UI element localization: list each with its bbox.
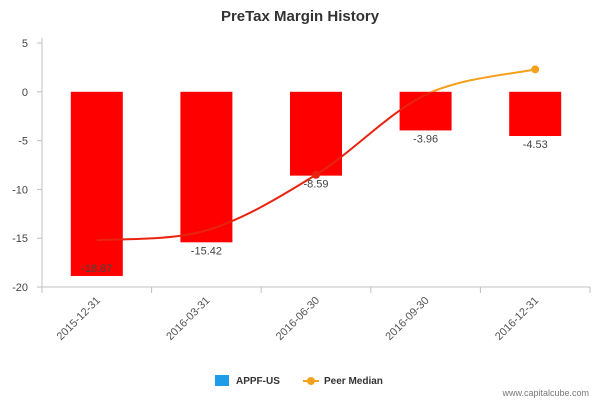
legend-dot-icon: [307, 377, 315, 385]
x-tick-label: 2016-03-31: [164, 295, 212, 343]
data-labels: -18.87 -15.42 -8.59 -3.96 -4.53: [81, 133, 548, 275]
legend-label: Peer Median: [324, 376, 383, 387]
data-label: -3.96: [413, 133, 438, 145]
legend-label: APPF-US: [236, 376, 280, 387]
y-tick-label: -20: [12, 282, 28, 294]
chart-title: PreTax Margin History: [221, 8, 380, 25]
x-tick-label: 2016-09-30: [383, 295, 431, 343]
peer-median-line-above-zero: [429, 68, 536, 92]
y-tick-label: 0: [22, 87, 28, 99]
bar-series: [70, 91, 562, 276]
bar[interactable]: [509, 91, 562, 137]
y-tick-label: -10: [12, 184, 28, 196]
legend-item-peer-median[interactable]: Peer Median: [303, 376, 383, 387]
peer-median-point[interactable]: [312, 170, 320, 179]
credit-text: www.capitalcube.com: [501, 388, 589, 398]
y-tick-label: -5: [18, 136, 28, 148]
legend-square-icon: [215, 375, 229, 386]
x-tick-label: 2016-06-30: [274, 295, 322, 343]
bar[interactable]: [399, 91, 452, 131]
y-axis: 5 0 -5 -10 -15 -20: [12, 38, 43, 294]
data-label: -18.87: [81, 263, 112, 275]
data-label: -8.59: [303, 179, 328, 191]
legend[interactable]: APPF-US Peer Median: [215, 375, 383, 387]
x-tick-label: 2015-12-31: [55, 295, 103, 343]
peer-median-point[interactable]: [531, 65, 540, 74]
legend-item-appf-us[interactable]: APPF-US: [215, 375, 280, 387]
bar[interactable]: [70, 91, 123, 276]
bar[interactable]: [180, 91, 233, 243]
peer-median-line: [96, 65, 540, 242]
y-tick-label: 5: [22, 38, 28, 50]
y-tick-label: -15: [12, 233, 28, 245]
data-label: -15.42: [191, 245, 222, 257]
x-tick-label: 2016-12-31: [493, 295, 541, 343]
x-axis: 2015-12-31 2016-03-31 2016-06-30 2016-09-30…: [41, 286, 591, 343]
data-label: -4.53: [523, 139, 548, 151]
